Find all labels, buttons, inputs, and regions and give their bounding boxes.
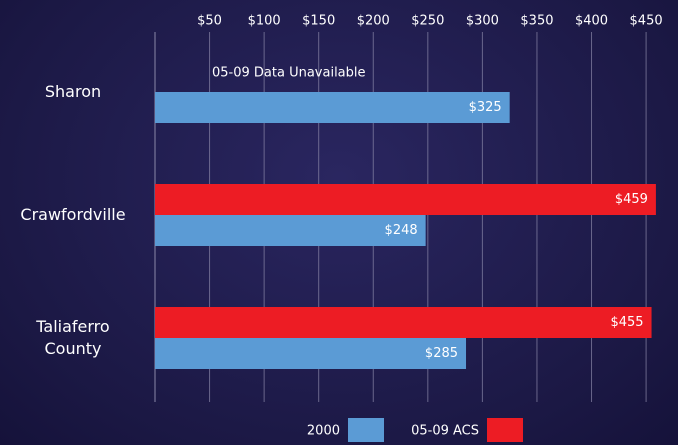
category-label: Crawfordville (20, 205, 126, 224)
data-label: $455 (610, 315, 643, 330)
annotation: 05-09 Data Unavailable (212, 66, 366, 81)
x-tick-label: $300 (466, 14, 499, 29)
x-tick-label: $350 (520, 14, 553, 29)
bar (155, 215, 426, 246)
data-label: $325 (469, 100, 502, 115)
legend-swatch (487, 418, 523, 442)
data-label: $248 (385, 223, 418, 238)
x-tick-label: $50 (197, 14, 222, 29)
bar (155, 92, 510, 123)
legend-swatch (348, 418, 384, 442)
legend-label: 2000 (307, 424, 340, 439)
x-tick-label: $200 (357, 14, 390, 29)
legend-label: 05-09 ACS (411, 424, 479, 439)
x-tick-label: $150 (302, 14, 335, 29)
x-tick-label: $450 (630, 14, 663, 29)
bar (155, 338, 467, 369)
data-label: $459 (615, 192, 648, 207)
data-label: $285 (425, 346, 458, 361)
bar (155, 307, 652, 338)
category-label: Taliaferro County (36, 317, 110, 358)
x-tick-label: $100 (248, 14, 281, 29)
category-label: Sharon (44, 82, 102, 101)
x-tick-label: $250 (411, 14, 444, 29)
bar (155, 184, 656, 215)
x-tick-label: $400 (575, 14, 608, 29)
